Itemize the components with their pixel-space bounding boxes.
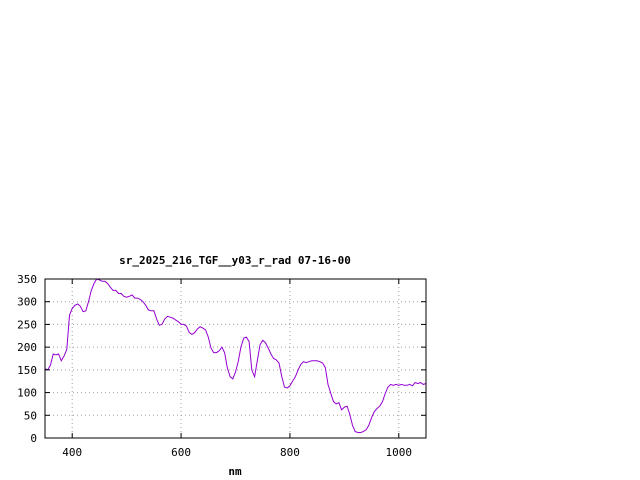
chart-title: sr_2025_216_TGF__y03_r_rad 07-16-00 — [119, 254, 351, 267]
x-tick-label: 800 — [280, 446, 300, 459]
x-tick-label: 400 — [62, 446, 82, 459]
x-tick-label: 600 — [171, 446, 191, 459]
series-layer — [44, 278, 427, 433]
axis-ticks: 400 600 800 1000 0 50 100 150 200 250 300 350 — [17, 273, 426, 459]
y-tick-label: 0 — [30, 432, 37, 445]
series-line — [44, 278, 427, 433]
y-tick-label: 350 — [17, 273, 37, 286]
y-tick-label: 50 — [24, 409, 37, 422]
plot-frame — [44, 278, 427, 439]
x-axis-label: nm — [228, 465, 242, 478]
y-tick-label: 100 — [17, 387, 37, 400]
x-tick-label: 1000 — [386, 446, 413, 459]
y-tick-label: 300 — [17, 296, 37, 309]
y-tick-label: 250 — [17, 318, 37, 331]
y-tick-label: 200 — [17, 341, 37, 354]
grid — [45, 279, 426, 438]
y-tick-label: 150 — [17, 364, 37, 377]
